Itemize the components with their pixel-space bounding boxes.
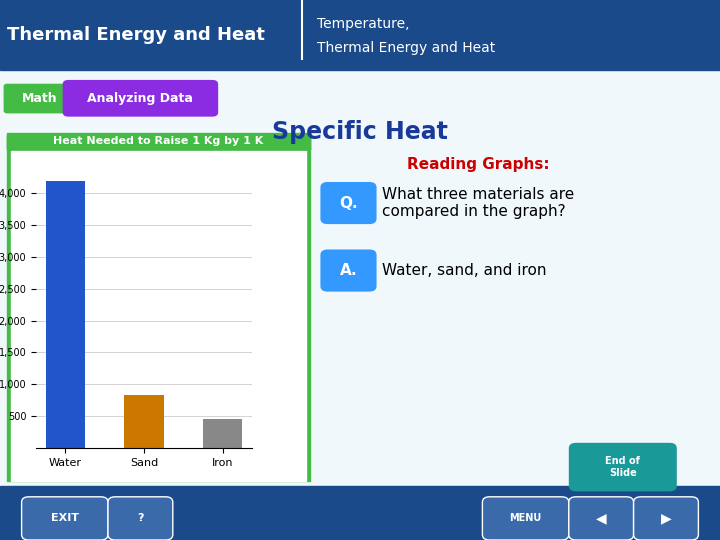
- Text: Math: Math: [22, 92, 58, 105]
- Text: A.: A.: [340, 263, 357, 278]
- Text: MENU: MENU: [510, 514, 541, 523]
- Text: ?: ?: [137, 514, 144, 523]
- Bar: [0, 70, 720, 491]
- Bar: [7, 133, 310, 148]
- Text: Temperature,: Temperature,: [317, 17, 409, 31]
- Text: End of
Slide: End of Slide: [606, 456, 640, 478]
- FancyBboxPatch shape: [63, 80, 218, 117]
- Text: Thermal Energy and Heat: Thermal Energy and Heat: [317, 40, 495, 55]
- FancyBboxPatch shape: [569, 497, 634, 540]
- Text: Water, sand, and iron: Water, sand, and iron: [382, 263, 546, 278]
- Bar: [46, 181, 85, 448]
- Text: Thermal Energy and Heat: Thermal Energy and Heat: [7, 26, 265, 44]
- FancyBboxPatch shape: [0, 32, 720, 508]
- FancyBboxPatch shape: [569, 443, 677, 491]
- Bar: [7, 135, 310, 148]
- Text: ▶: ▶: [661, 511, 671, 525]
- Text: Specific Heat: Specific Heat: [272, 120, 448, 144]
- FancyBboxPatch shape: [320, 249, 377, 292]
- Text: Heat Needed to Raise 1 Kg by 1 K: Heat Needed to Raise 1 Kg by 1 K: [53, 136, 264, 146]
- Bar: [11, 151, 306, 481]
- Bar: [0, 486, 720, 540]
- FancyBboxPatch shape: [0, 59, 720, 502]
- Text: ◀: ◀: [596, 511, 606, 525]
- FancyBboxPatch shape: [4, 84, 76, 113]
- Text: Reading Graphs:: Reading Graphs:: [407, 157, 549, 172]
- Bar: [0, 0, 720, 70]
- Bar: [125, 395, 163, 448]
- FancyBboxPatch shape: [108, 497, 173, 540]
- FancyBboxPatch shape: [320, 182, 377, 224]
- Text: Analyzing Data: Analyzing Data: [87, 92, 194, 105]
- Text: compared in the graph?: compared in the graph?: [382, 204, 565, 219]
- Bar: [203, 420, 242, 448]
- FancyBboxPatch shape: [634, 497, 698, 540]
- Text: EXIT: EXIT: [51, 514, 78, 523]
- FancyBboxPatch shape: [22, 497, 108, 540]
- Bar: [7, 135, 310, 481]
- FancyBboxPatch shape: [482, 497, 569, 540]
- Text: Q.: Q.: [339, 195, 358, 211]
- Text: What three materials are: What three materials are: [382, 187, 574, 202]
